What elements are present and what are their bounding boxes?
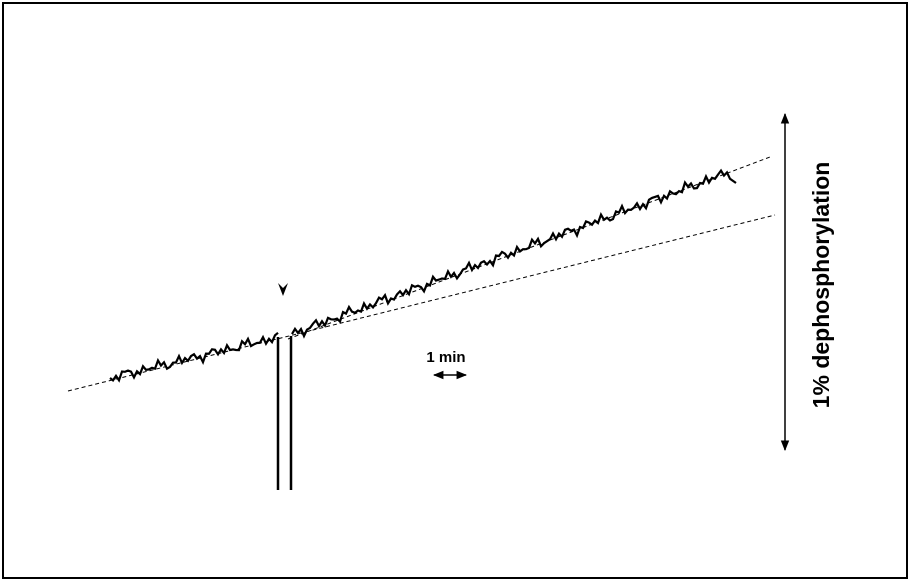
trace-after — [291, 168, 737, 339]
time-scale-label: 1 min — [426, 349, 465, 366]
vertical-scale-label: 1% dephosphorylation — [808, 162, 834, 409]
addition-arrowhead — [278, 283, 288, 296]
trace-before — [109, 331, 279, 383]
baseline-fit — [67, 214, 776, 392]
